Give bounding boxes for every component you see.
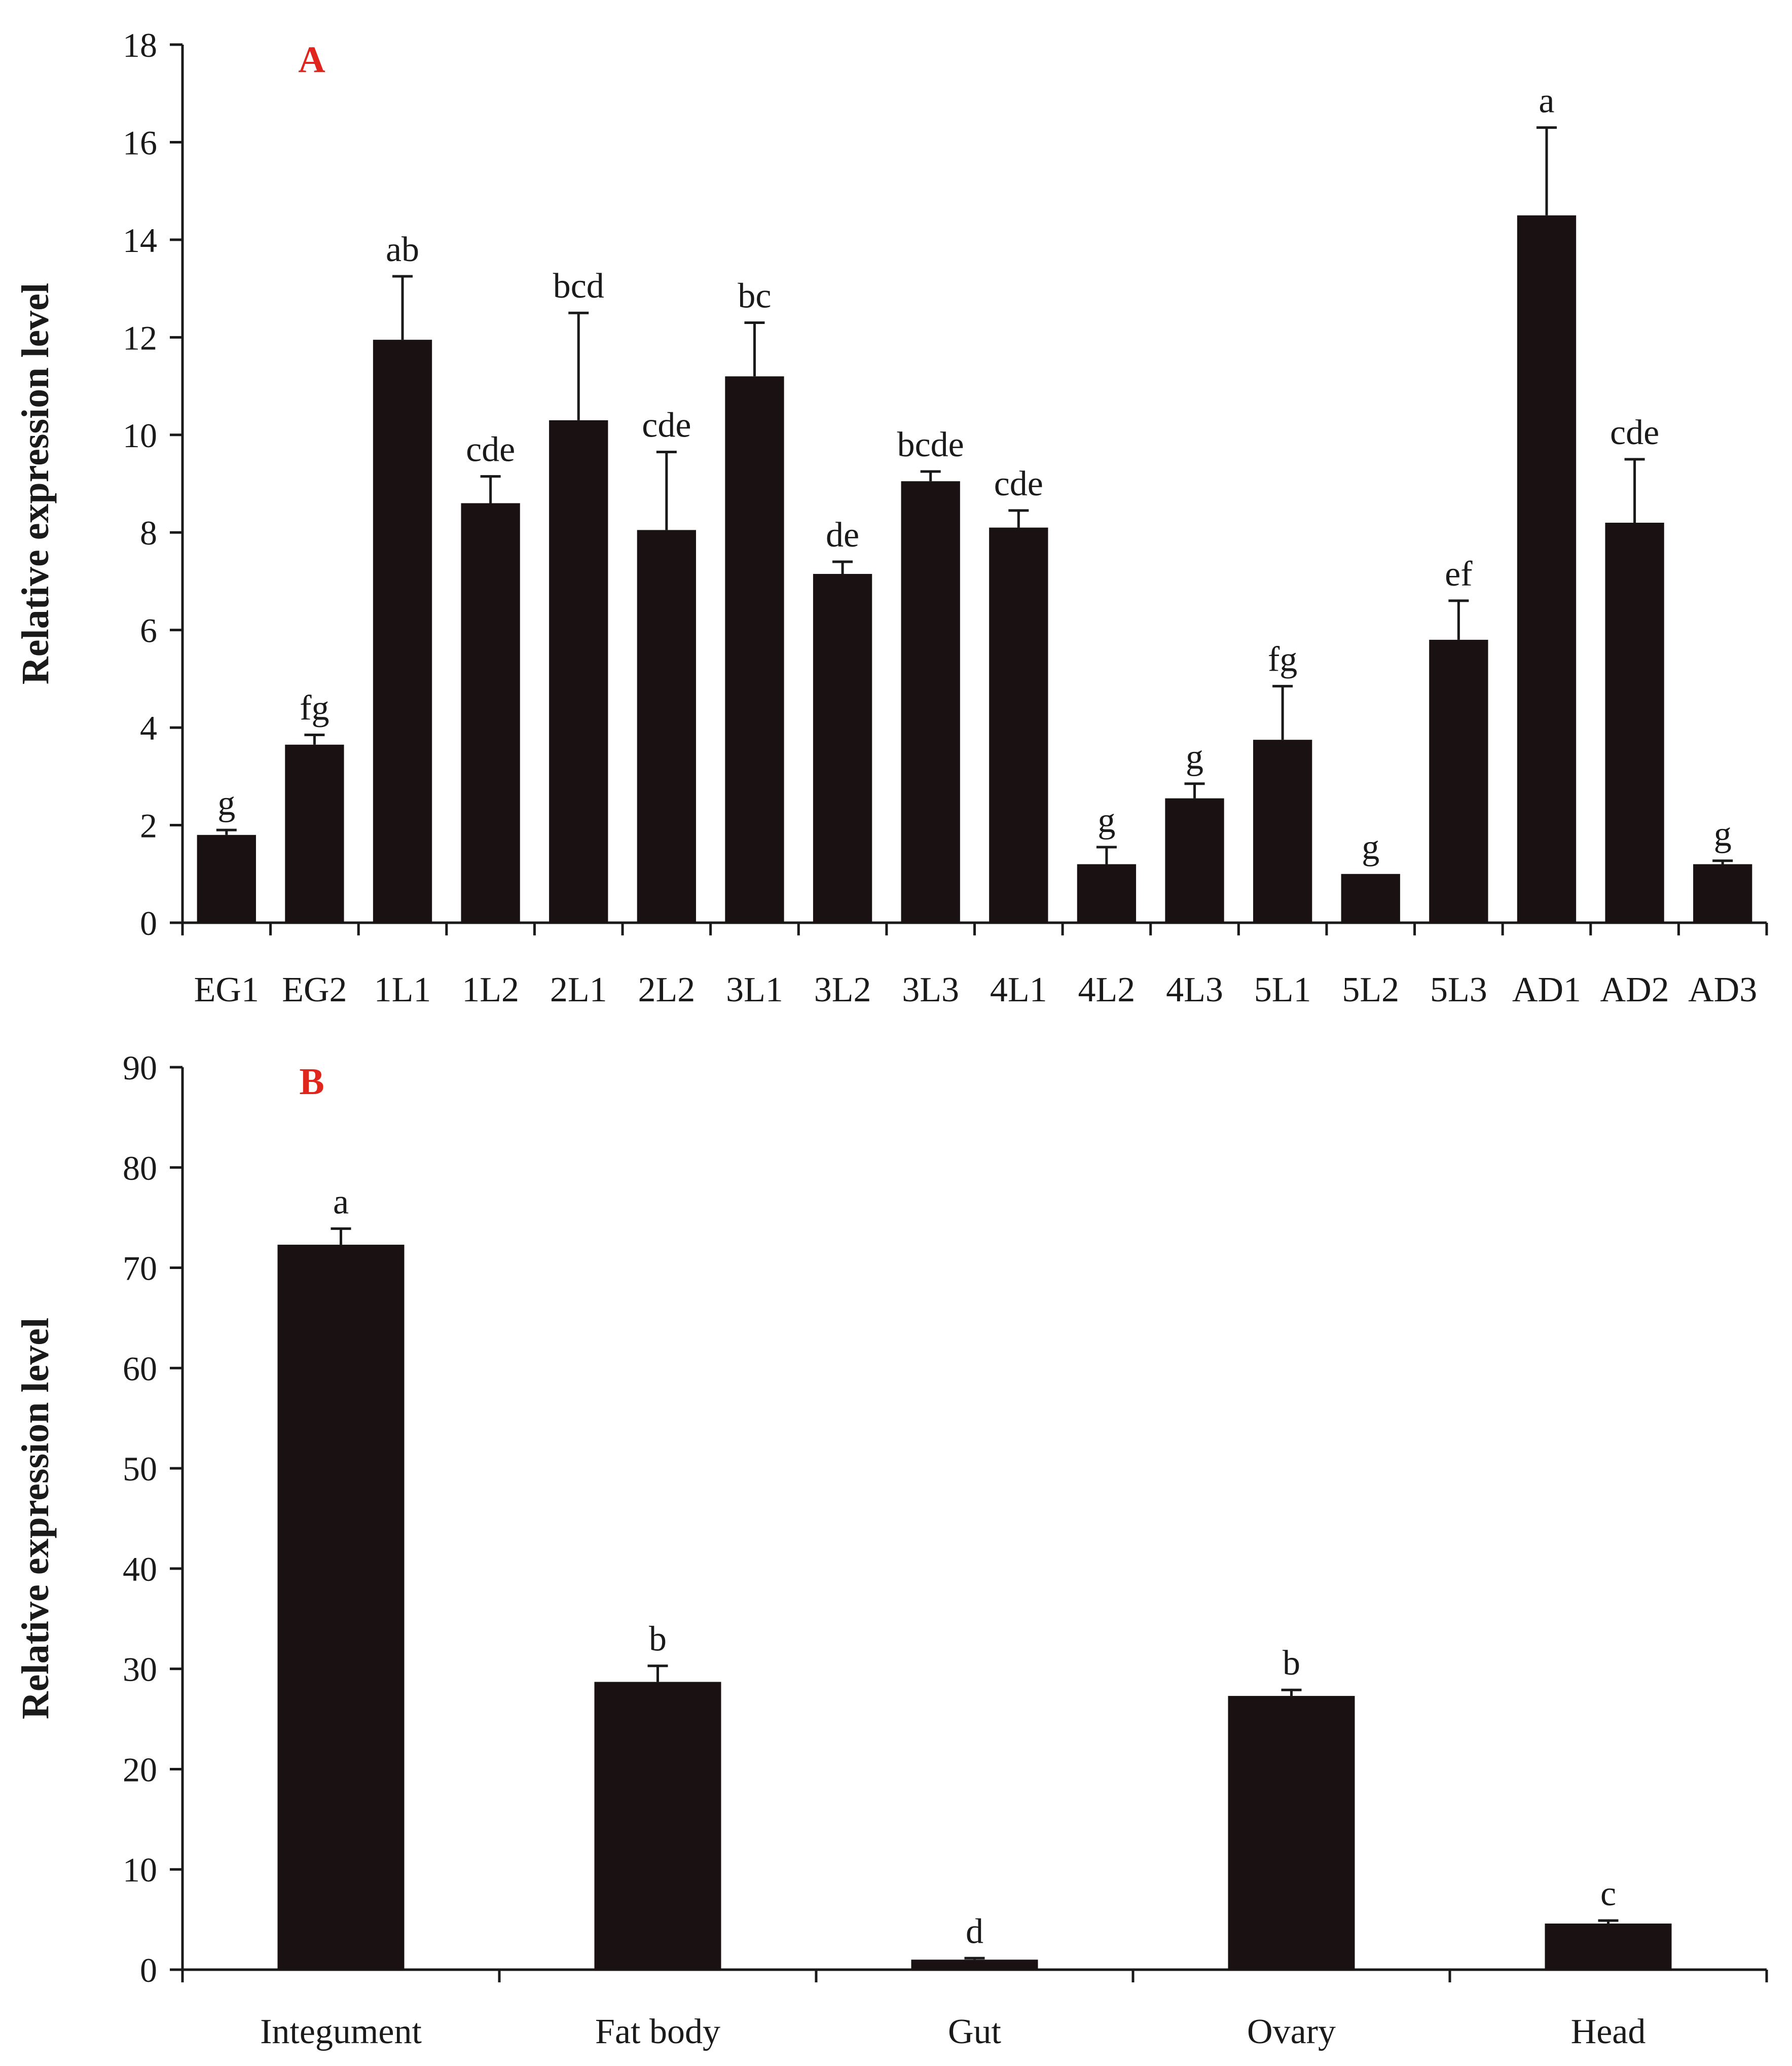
x-category-label: AD1	[1512, 970, 1581, 1009]
significance-label: de	[826, 516, 859, 555]
y-tick-label: 4	[140, 709, 157, 747]
significance-label: bc	[738, 276, 771, 315]
bar-integument	[277, 1245, 405, 1970]
x-category-label: EG1	[194, 970, 259, 1009]
bar-fat-body	[594, 1682, 721, 1970]
significance-label: d	[966, 1912, 983, 1951]
significance-label: a	[333, 1182, 349, 1221]
x-category-label: 4L2	[1078, 970, 1136, 1009]
significance-label: c	[1600, 1874, 1616, 1913]
x-category-label: 2L1	[550, 970, 607, 1009]
significance-label: cde	[994, 464, 1043, 503]
significance-label: g	[1714, 815, 1732, 854]
y-tick-label: 40	[123, 1550, 157, 1588]
bar-2l2	[637, 530, 697, 923]
x-category-label: 5L1	[1254, 970, 1311, 1009]
panel-a-chart: 0 2 4 6 8 10 12 14 16 18 g EG1 fg EG2 ab 1L1 cde 1L2 bcd 2L…	[14, 26, 1768, 1009]
y-tick-label: 70	[123, 1249, 157, 1288]
x-category-label: 3L2	[814, 970, 871, 1009]
significance-label: fg	[300, 689, 329, 728]
bar-5l3	[1429, 639, 1488, 923]
significance-label: fg	[1268, 640, 1297, 679]
x-category-label: Integument	[260, 2012, 422, 2051]
y-tick-label: 0	[140, 1951, 157, 1989]
bar-4l2	[1077, 864, 1137, 923]
y-tick-label: 80	[123, 1149, 157, 1187]
significance-label: g	[1098, 801, 1115, 840]
x-category-label: Fat body	[595, 2012, 720, 2051]
x-category-label: Gut	[948, 2012, 1002, 2051]
bar-1l2	[461, 503, 520, 923]
significance-label: g	[1362, 828, 1379, 867]
y-tick-label: 10	[123, 416, 157, 455]
bar-4l1	[989, 527, 1048, 923]
y-tick-label: 16	[123, 123, 157, 162]
x-category-label: 5L2	[1342, 970, 1399, 1009]
x-category-label: Head	[1571, 2012, 1646, 2051]
bar-gut	[911, 1960, 1038, 1970]
y-tick-label: 18	[123, 26, 157, 64]
bar-2l1	[549, 420, 608, 923]
panel-b-chart: 0 10 20 30 40 50 60 70 80 90 a Integument b Fat body d…	[14, 1048, 1768, 2051]
x-category-label: 4L1	[990, 970, 1047, 1009]
bar-eg1	[197, 835, 256, 923]
significance-label: g	[1186, 738, 1203, 777]
significance-label: cde	[1610, 413, 1659, 452]
bar-5l2	[1341, 874, 1400, 923]
y-tick-label: 0	[140, 904, 157, 943]
y-tick-label: 20	[123, 1750, 157, 1789]
bar-1l1	[373, 340, 432, 923]
y-axis-title: Relative expression level	[14, 1318, 57, 1719]
y-tick-label: 60	[123, 1349, 157, 1388]
significance-label: b	[649, 1620, 667, 1659]
y-tick-label: 10	[123, 1851, 157, 1889]
y-axis-title: Relative expression level	[14, 283, 57, 684]
significance-label: cde	[642, 406, 691, 445]
bar-ad1	[1517, 215, 1577, 923]
significance-label: b	[1283, 1644, 1300, 1683]
x-category-label: EG2	[282, 970, 347, 1009]
bar-4l3	[1165, 798, 1224, 923]
y-tick-label: 14	[123, 221, 157, 260]
y-tick-label: 2	[140, 807, 157, 845]
significance-label: g	[217, 784, 235, 823]
bar-ovary	[1228, 1696, 1355, 1970]
significance-label: ab	[386, 230, 419, 269]
significance-label: ef	[1445, 555, 1473, 594]
panel-label: B	[299, 1061, 324, 1103]
bar-5l1	[1253, 740, 1312, 923]
x-category-label: AD3	[1688, 970, 1757, 1009]
significance-label: bcde	[897, 425, 964, 464]
bar-ad3	[1693, 864, 1752, 923]
bar-ad2	[1605, 522, 1664, 923]
y-tick-label: 90	[123, 1048, 157, 1087]
significance-label: a	[1539, 82, 1554, 121]
bar-head	[1545, 1924, 1672, 1970]
x-category-label: 1L2	[462, 970, 519, 1009]
x-category-label: Ovary	[1247, 2012, 1336, 2051]
significance-label: cde	[466, 430, 515, 469]
y-tick-label: 50	[123, 1449, 157, 1488]
y-tick-label: 30	[123, 1650, 157, 1689]
y-tick-label: 6	[140, 611, 157, 650]
x-category-label: AD2	[1600, 970, 1669, 1009]
x-category-label: 4L3	[1166, 970, 1223, 1009]
bar-eg2	[285, 744, 344, 923]
bar-3l3	[901, 481, 960, 923]
y-tick-label: 8	[140, 514, 157, 552]
bar-3l2	[813, 574, 872, 923]
panel-label: A	[298, 39, 325, 81]
bar-3l1	[725, 376, 784, 923]
x-category-label: 5L3	[1430, 970, 1487, 1009]
x-category-label: 3L1	[726, 970, 783, 1009]
x-category-label: 3L3	[902, 970, 959, 1009]
x-category-label: 1L1	[374, 970, 431, 1009]
y-tick-label: 12	[123, 318, 157, 357]
significance-label: bcd	[553, 267, 604, 306]
x-category-label: 2L2	[638, 970, 695, 1009]
